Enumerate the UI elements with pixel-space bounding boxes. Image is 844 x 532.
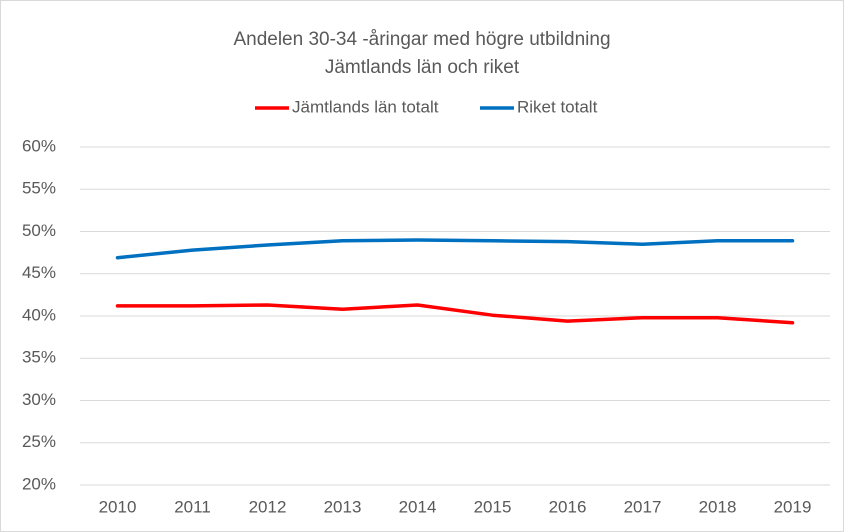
y-tick-label: 50% <box>22 221 56 240</box>
y-tick-label: 20% <box>22 474 56 493</box>
x-tick-label: 2015 <box>474 497 512 516</box>
x-tick-label: 2017 <box>624 497 662 516</box>
x-tick-label: 2018 <box>699 497 737 516</box>
chart-title: Andelen 30-34 -åringar med högre utbildn… <box>233 29 610 50</box>
chart-subtitle: Jämtlands län och riket <box>325 57 520 78</box>
y-tick-label: 55% <box>22 179 56 198</box>
y-tick-label: 60% <box>22 136 56 155</box>
y-tick-label: 25% <box>22 432 56 451</box>
x-tick-label: 2016 <box>549 497 587 516</box>
x-tick-label: 2012 <box>249 497 287 516</box>
legend-label: Jämtlands län totalt <box>292 97 439 116</box>
legend-label: Riket totalt <box>517 97 598 116</box>
y-tick-label: 30% <box>22 390 56 409</box>
x-tick-label: 2014 <box>399 497 437 516</box>
x-tick-label: 2010 <box>99 497 137 516</box>
x-tick-label: 2011 <box>174 497 211 516</box>
y-tick-label: 45% <box>22 263 56 282</box>
y-tick-label: 40% <box>22 305 56 324</box>
series-line <box>115 303 795 325</box>
series-line <box>115 238 795 260</box>
x-tick-label: 2013 <box>324 497 362 516</box>
x-tick-label: 2019 <box>774 497 812 516</box>
y-tick-label: 35% <box>22 348 56 367</box>
